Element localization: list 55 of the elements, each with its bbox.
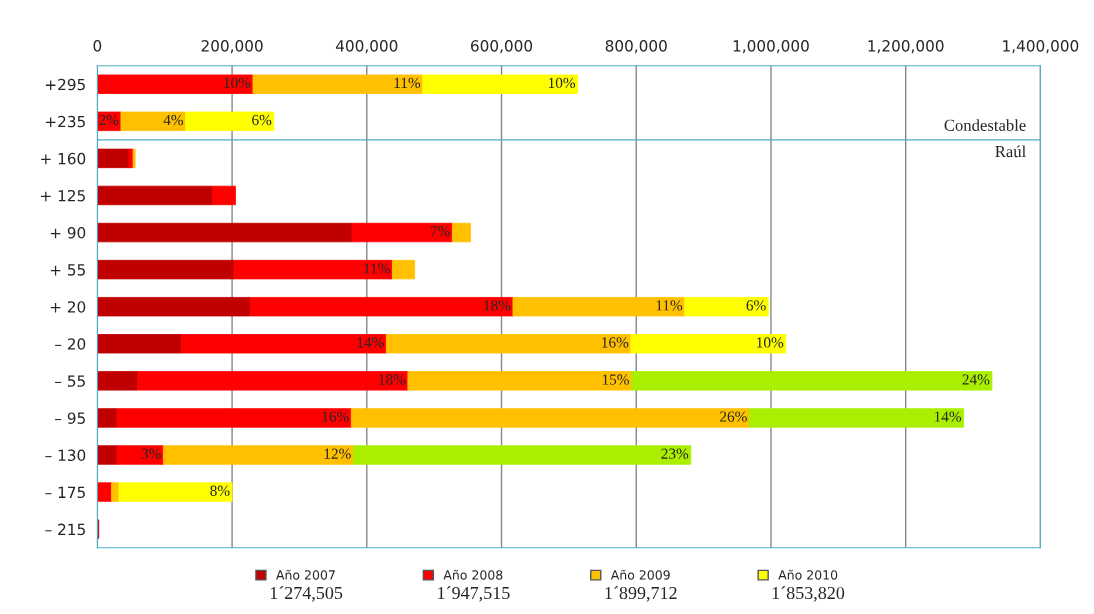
annotation: 10%	[757, 337, 784, 348]
x-tick-label: 200,000	[201, 40, 263, 54]
y-tick-label: – 55	[55, 375, 85, 387]
x-tick-label: 1,400,000	[1003, 40, 1079, 54]
annotation: 18%	[379, 374, 406, 385]
legend-label: Año 2007	[276, 569, 335, 580]
annotation: 18%	[484, 300, 511, 311]
text: 1´899,712	[605, 586, 677, 602]
annotation: 16%	[322, 411, 349, 422]
y-tick-label: – 175	[45, 486, 85, 499]
annotation: 24%	[962, 374, 990, 385]
y-tick-label: – 130	[45, 449, 86, 462]
annotation: 14%	[934, 411, 962, 422]
annotation: 16%	[602, 337, 629, 348]
y-tick-label: +295	[45, 78, 85, 91]
y-tick-label: – 20	[55, 338, 86, 350]
annotation: 6%	[746, 300, 766, 311]
y-tick-label: + 55	[50, 264, 85, 276]
annotation: 15%	[602, 374, 629, 385]
x-tick-label: 1,000,000	[733, 40, 809, 54]
y-tick-label: +235	[45, 115, 85, 128]
annotation: 23%	[661, 448, 689, 459]
y-tick-label: + 125	[41, 189, 85, 202]
annotation: 12%	[324, 448, 351, 459]
x-tick-label: 600,000	[471, 40, 533, 54]
legend-label: Año 2008	[443, 569, 503, 580]
annotation: 4%	[163, 114, 184, 126]
annotation: 11%	[364, 263, 390, 274]
x-tick-label: 1,200,000	[868, 40, 944, 54]
annotation: 3%	[141, 448, 161, 459]
annotation: 2%	[99, 114, 119, 126]
text: 1´853,820	[772, 586, 845, 602]
text: 1´947,515	[438, 586, 510, 602]
ref-line-label: Condestable	[944, 119, 1026, 131]
annotation: 10%	[224, 77, 251, 89]
y-tick-label: + 20	[50, 301, 86, 313]
annotation: 14%	[357, 337, 384, 348]
text: 1´274,505	[270, 586, 343, 602]
legend-label: Año 2010	[778, 569, 838, 580]
x-tick-label: 400,000	[335, 40, 398, 54]
annotation: 8%	[210, 485, 230, 496]
annotation: 11%	[394, 77, 421, 89]
annotation: 11%	[656, 300, 683, 311]
annotation: Raúl	[995, 145, 1026, 158]
y-tick-label: + 90	[50, 227, 86, 239]
legend-label: Año 2009	[610, 569, 670, 580]
annotation: 10%	[548, 77, 576, 89]
annotation: 7%	[430, 226, 450, 237]
x-tick-label: 800,000	[605, 40, 667, 54]
x-tick-label: 0	[93, 40, 102, 52]
y-tick-label: + 160	[41, 152, 86, 165]
y-tick-label: – 215	[45, 523, 85, 536]
annotation: 26%	[720, 411, 747, 422]
y-tick-label: – 95	[55, 412, 85, 424]
annotation: 6%	[252, 114, 272, 126]
